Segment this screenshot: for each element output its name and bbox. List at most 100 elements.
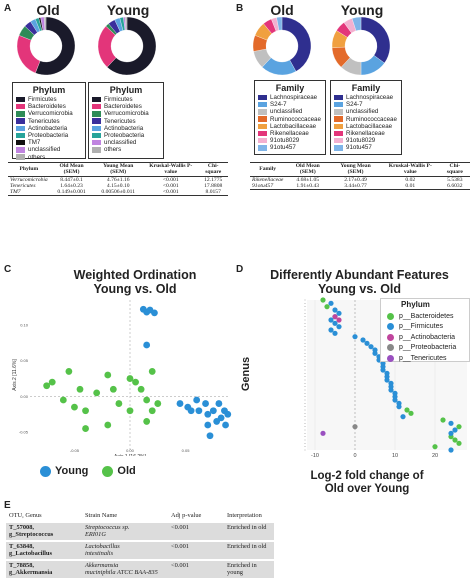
fold-change-point (320, 297, 326, 303)
legend-swatch (16, 125, 25, 132)
legend-swatch (92, 118, 101, 124)
panel-b-old-legend-title: Family (275, 83, 305, 93)
legend-swatch (334, 138, 343, 144)
ordination-point-young (195, 407, 203, 415)
strain-name-1: Lactobacillus (85, 542, 120, 550)
legend-item-label: Ruminococcaceae (346, 115, 397, 123)
panel-c-label: C (4, 264, 12, 275)
ordination-point-old (71, 403, 78, 411)
legend-item-label: Lachnospiraceae (270, 94, 318, 102)
ordination-point-young (209, 407, 217, 415)
legend-swatch (16, 111, 25, 117)
interpretation: Enriched in old (227, 542, 267, 550)
legend-item-label: Ruminococcaceae (270, 115, 321, 123)
ordination-point-young (151, 309, 158, 317)
table-cell: 4.15±0.10 (106, 183, 130, 189)
legend-item-label: Verrucomicrobia (28, 110, 73, 118)
ordination-point-young (206, 432, 214, 440)
legend-item: Lachnospiraceae (331, 94, 401, 101)
legend-item-label: Firmicutes (28, 96, 57, 104)
legend-item: Lachnospiraceae (255, 94, 325, 101)
legend-swatch (92, 147, 101, 153)
x-tick-label: 10 (392, 453, 398, 459)
x-tick-label: -0.05 (70, 448, 80, 453)
fold-change-point (368, 344, 374, 350)
legend-dot (387, 344, 394, 352)
panel-a-young-legend-title: Phylum (109, 85, 143, 95)
legend-swatch (334, 145, 343, 151)
legend-item: 91otu457 (255, 144, 325, 151)
legend-item: S24-7 (331, 101, 401, 108)
legend-item: unclassified (89, 139, 163, 146)
fold-change-point (352, 334, 358, 340)
legend-item: S24-7 (255, 101, 325, 108)
legend-item: p__Proteobacteria (381, 343, 469, 354)
legend-item: unclassified (13, 146, 85, 153)
legend-swatch (92, 132, 101, 139)
legend-item-label: Rikenellaceae (346, 130, 385, 138)
panel-b-old-donut (252, 16, 312, 76)
table-cell: 8.0157 (198, 189, 228, 196)
table-cell: Verrucomicrobia (10, 177, 48, 183)
panel-b-table: Family Old Mean (SEM) Young Mean (SEM) Krus… (250, 163, 470, 190)
legend-item-label: p__Tenericutes (399, 354, 447, 362)
donut-slice (16, 35, 41, 74)
interpretation: Enriched in old (227, 523, 267, 531)
table-cell: 0.00506±0.011 (93, 189, 144, 196)
ordination-point-old (82, 425, 89, 432)
legend-swatch (16, 140, 25, 146)
fold-change-point (408, 410, 414, 416)
legend-swatch (334, 130, 343, 137)
ordination-point-old (104, 371, 112, 379)
fold-change-point (448, 430, 454, 436)
legend-item-label: 91otu457 (270, 144, 296, 152)
fold-change-point (336, 310, 342, 316)
y-tick-label: 0.10 (20, 323, 29, 328)
legend-swatch (92, 111, 101, 117)
legend-item: Actinobacteria (89, 125, 163, 132)
table-cell: 1.64±0.23 (60, 183, 83, 189)
fold-change-point (448, 420, 454, 426)
table-cell: Rikenellaceae (252, 177, 284, 183)
legend-old-label: Old (117, 465, 136, 477)
ordination-point-young (204, 421, 212, 429)
legend-swatch (16, 132, 25, 139)
ordination-point-old (132, 378, 139, 386)
ordination-point-old (48, 378, 56, 386)
panel-d-xlabel-2: Old over Young (324, 483, 410, 495)
ordination-point-old (43, 382, 51, 390)
panel-b-old-legend: Family Lachnospiraceae S24-7 unclassified R… (254, 80, 326, 155)
panel-a-old-donut (16, 16, 76, 76)
panel-b-label: B (236, 3, 244, 14)
fold-change-point (452, 427, 458, 433)
fold-change-point (396, 404, 402, 410)
panel-b-young-legend-title: Family (351, 83, 381, 93)
table-header: Young Mean (SEM) (93, 163, 144, 177)
ordination-point-young (222, 421, 229, 429)
legend-dot (387, 354, 394, 362)
fold-change-point (336, 317, 342, 323)
table-header: Kruskal-Wallis P-value (143, 163, 199, 177)
donut-slice (351, 16, 362, 31)
table-row: Rikenellaceae 4.68±1.05 2.17±0.49 0.02 5.538… (250, 177, 470, 183)
x-axis-label: Axis.1 [16.2%] (114, 454, 147, 456)
y-tick-label: -0.05 (19, 430, 29, 435)
fold-change-point (392, 397, 398, 403)
ordination-point-young (204, 410, 212, 418)
legend-swatch (258, 138, 267, 144)
fold-change-point (400, 414, 406, 420)
panel-b-young-legend: Family Lachnospiraceae S24-7 unclassified R… (330, 80, 402, 155)
ordination-point-old (126, 375, 134, 382)
legend-swatch (16, 147, 25, 153)
legend-item-label: S24-7 (270, 101, 287, 109)
legend-item-label: unclassified (104, 139, 137, 147)
fold-change-point (332, 314, 338, 320)
legend-item-label: Tenericutes (28, 117, 60, 125)
table-cell: 3.44±0.77 (330, 183, 381, 190)
fold-change-point (388, 387, 394, 393)
otu-id: T_78858, (9, 561, 35, 569)
legend-swatch (334, 109, 343, 115)
table-header: Adj p-value (171, 512, 202, 519)
legend-swatch (258, 145, 267, 151)
legend-item: Lactobacillaceae (331, 123, 401, 130)
